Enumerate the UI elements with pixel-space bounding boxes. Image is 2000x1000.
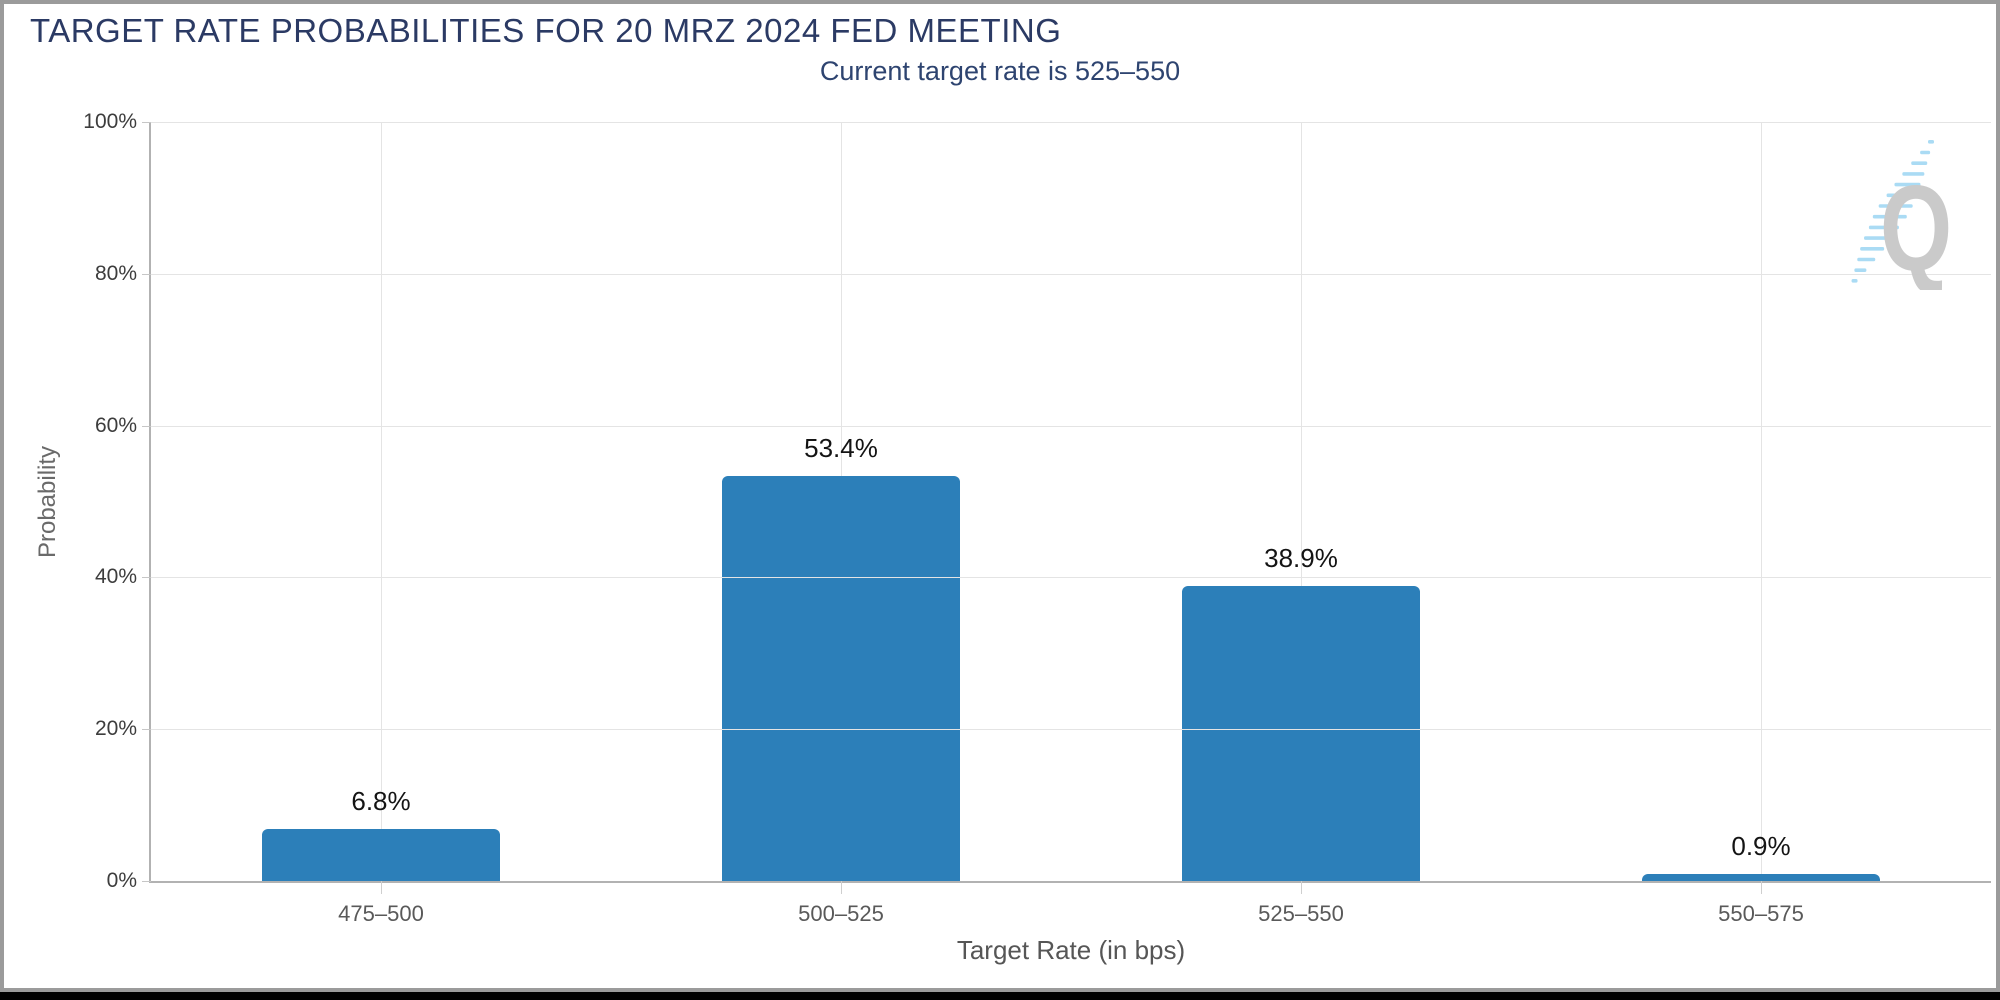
y-tick-label: 20% [94,717,137,740]
x-gridline [1761,122,1762,881]
y-tick-label: 0% [106,869,137,892]
x-axis-title: Target Rate (in bps) [956,935,1186,965]
bar [1182,585,1420,881]
category-slot: 38.9% 525–550 [1071,122,1531,926]
quandl-q-watermark-icon: Q [1851,140,1952,290]
y-tick-mark [142,122,151,123]
y-tick-label: 100% [83,110,137,133]
y-tick-mark [142,881,151,882]
y-tick-mark [142,577,151,578]
y-tick-mark [142,729,151,730]
svg-text:Q: Q [1880,160,1952,290]
x-tick-label: 475–500 [338,901,424,926]
x-gridline [1301,122,1302,881]
x-gridline [381,122,382,881]
x-tick-label: 550–575 [1718,901,1804,926]
bar-value-label: 6.8% [351,786,411,817]
bar [722,475,960,881]
x-tick-mark [841,881,842,894]
x-tick-mark [1301,881,1302,894]
bar-value-label: 53.4% [804,432,878,463]
category-slot: 0.9% 550–575 [1531,122,1991,926]
y-tick-mark [142,426,151,427]
x-tick-mark [1761,881,1762,894]
y-tick-label: 40% [94,565,137,588]
chart-subtitle: Current target rate is 525–550 [819,56,1181,86]
y-gridline [151,122,1991,123]
y-tick-label: 80% [94,262,137,285]
y-axis-title: Probability [34,445,61,559]
bar [262,829,500,881]
chart-title: TARGET RATE PROBABILITIES FOR 20 MRZ 202… [30,12,1062,49]
y-gridline [151,426,1991,427]
x-tick-label: 525–550 [1258,901,1344,926]
category-slot: 6.8% 475–500 [151,122,611,926]
bar [1642,874,1880,881]
y-tick-label: 60% [94,414,137,437]
y-gridline [151,274,1991,275]
y-gridline [151,729,1991,730]
y-tick-mark [142,274,151,275]
plot-area: 6.8% 475–500 53.4% 500–525 38.9% 525–550 0.9% 5… [83,110,1991,965]
category-slot: 53.4% 500–525 [611,122,1071,926]
x-tick-mark [381,881,382,894]
bar-value-label: 0.9% [1731,831,1791,862]
y-gridline [151,577,1991,578]
category-slots: 6.8% 475–500 53.4% 500–525 38.9% 525–550 0.9% 5… [151,122,1991,926]
bar-value-label: 38.9% [1264,542,1338,573]
x-tick-label: 500–525 [798,901,884,926]
